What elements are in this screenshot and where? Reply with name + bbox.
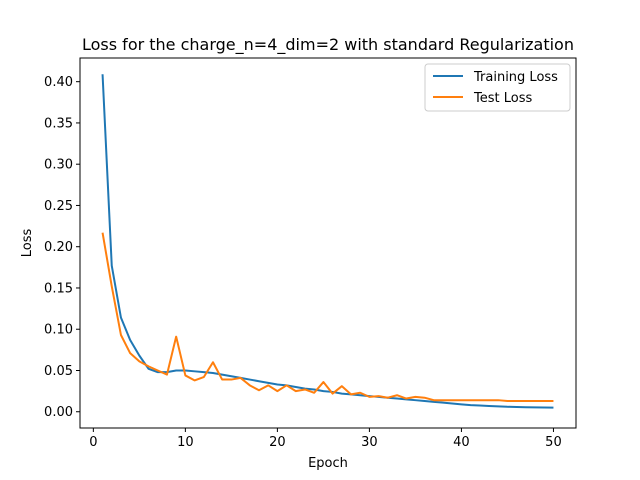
- x-axis-label: Epoch: [308, 456, 348, 471]
- x-tick-label: 40: [453, 435, 470, 450]
- legend-label-training-loss: Training Loss: [473, 70, 558, 85]
- x-tick-label: 20: [269, 435, 286, 450]
- y-tick-label: 0.25: [44, 199, 73, 214]
- x-tick-label: 50: [545, 435, 562, 450]
- y-tick-label: 0.35: [44, 116, 73, 131]
- y-tick-label: 0.05: [44, 364, 73, 379]
- y-tick-label: 0.30: [44, 158, 73, 173]
- series-line-training-loss: [101, 74, 554, 409]
- chart-title: Loss for the charge_n=4_dim=2 with stand…: [82, 35, 574, 55]
- y-axis-label: Loss: [20, 229, 35, 258]
- x-tick-label: 0: [89, 435, 97, 450]
- x-tick-label: 10: [177, 435, 194, 450]
- y-tick-label: 0.15: [44, 281, 73, 296]
- plot-frame: [79, 57, 577, 429]
- legend: Training Loss Test Loss: [424, 63, 571, 112]
- y-tick-label: 0.10: [44, 323, 73, 338]
- x-tick-label: 30: [361, 435, 378, 450]
- x-axis: 0 10 20 30 40 50: [89, 428, 562, 450]
- plot-area: [101, 74, 554, 409]
- series-line-test-loss: [101, 232, 554, 403]
- y-axis: 0.00 0.05 0.10 0.15 0.20 0.25 0.30 0.35 0.40: [44, 75, 80, 420]
- legend-label-test-loss: Test Loss: [473, 91, 532, 106]
- y-tick-label: 0.40: [44, 75, 73, 90]
- y-tick-label: 0.20: [44, 240, 73, 255]
- y-tick-label: 0.00: [44, 405, 73, 420]
